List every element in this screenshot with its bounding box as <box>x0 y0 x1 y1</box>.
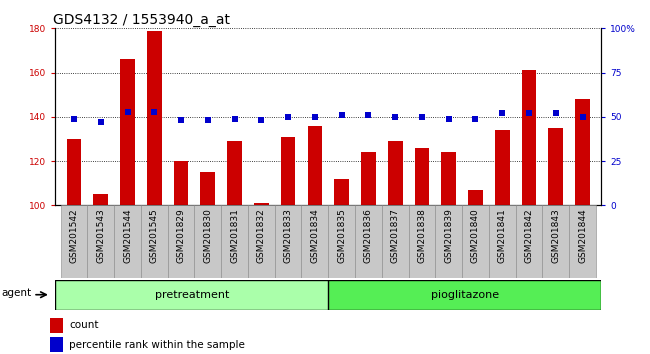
Point <box>69 116 79 121</box>
Text: GSM201844: GSM201844 <box>578 208 587 263</box>
Text: GSM201837: GSM201837 <box>391 208 400 263</box>
Point <box>363 112 374 118</box>
Bar <box>361 152 376 205</box>
Bar <box>515 205 542 278</box>
Text: GSM201543: GSM201543 <box>96 208 105 263</box>
Text: GSM201545: GSM201545 <box>150 208 159 263</box>
Point <box>470 116 480 121</box>
Text: agent: agent <box>1 288 31 298</box>
Bar <box>87 205 114 278</box>
Point <box>497 110 508 116</box>
Bar <box>495 130 510 205</box>
Text: GSM201830: GSM201830 <box>203 208 213 263</box>
Bar <box>549 128 563 205</box>
Point <box>443 116 454 121</box>
Bar <box>168 205 194 278</box>
Bar <box>147 30 162 205</box>
Bar <box>194 205 221 278</box>
Bar <box>468 190 483 205</box>
Bar <box>221 205 248 278</box>
Text: GSM201836: GSM201836 <box>364 208 373 263</box>
Bar <box>200 172 215 205</box>
Text: GSM201829: GSM201829 <box>177 208 185 263</box>
Bar <box>382 205 409 278</box>
Point <box>551 110 561 116</box>
Bar <box>120 59 135 205</box>
Text: GSM201838: GSM201838 <box>417 208 426 263</box>
Bar <box>462 205 489 278</box>
Bar <box>388 141 402 205</box>
Bar <box>174 161 188 205</box>
Bar <box>227 141 242 205</box>
Bar <box>575 99 590 205</box>
Bar <box>275 205 302 278</box>
Bar <box>281 137 296 205</box>
Point <box>337 112 347 118</box>
Point <box>309 114 320 120</box>
Text: pioglitazone: pioglitazone <box>431 290 499 300</box>
Bar <box>522 70 536 205</box>
Bar <box>254 203 268 205</box>
Bar <box>355 205 382 278</box>
Text: GSM201542: GSM201542 <box>70 208 79 263</box>
Text: GSM201833: GSM201833 <box>283 208 292 263</box>
Bar <box>50 318 63 333</box>
Bar <box>302 205 328 278</box>
Bar <box>94 194 108 205</box>
Text: GSM201843: GSM201843 <box>551 208 560 263</box>
Bar <box>489 205 515 278</box>
Point <box>417 114 427 120</box>
Text: GDS4132 / 1553940_a_at: GDS4132 / 1553940_a_at <box>53 13 229 27</box>
Bar <box>328 205 355 278</box>
Bar <box>55 280 328 310</box>
Text: GSM201834: GSM201834 <box>310 208 319 263</box>
Point <box>122 109 133 114</box>
Point <box>577 114 588 120</box>
Text: percentile rank within the sample: percentile rank within the sample <box>69 339 245 350</box>
Bar <box>436 205 462 278</box>
Bar <box>409 205 436 278</box>
Bar <box>542 205 569 278</box>
Text: GSM201841: GSM201841 <box>498 208 507 263</box>
Point <box>203 118 213 123</box>
Point <box>149 109 159 114</box>
Point <box>524 110 534 116</box>
Text: GSM201842: GSM201842 <box>525 208 534 263</box>
Point <box>96 119 106 125</box>
Bar <box>328 280 601 310</box>
Point <box>256 118 266 123</box>
Text: GSM201831: GSM201831 <box>230 208 239 263</box>
Bar <box>67 139 81 205</box>
Text: GSM201544: GSM201544 <box>123 208 132 263</box>
Point <box>176 118 187 123</box>
Text: GSM201840: GSM201840 <box>471 208 480 263</box>
Text: pretreatment: pretreatment <box>155 290 229 300</box>
Bar <box>569 205 596 278</box>
Point <box>390 114 400 120</box>
Bar <box>141 205 168 278</box>
Bar <box>415 148 429 205</box>
Point <box>283 114 293 120</box>
Point <box>229 116 240 121</box>
Bar <box>441 152 456 205</box>
Text: GSM201832: GSM201832 <box>257 208 266 263</box>
Text: count: count <box>69 320 99 330</box>
Bar <box>248 205 275 278</box>
Bar <box>50 337 63 352</box>
Bar <box>307 126 322 205</box>
Bar <box>60 205 87 278</box>
Bar <box>334 179 349 205</box>
Bar <box>114 205 141 278</box>
Text: GSM201839: GSM201839 <box>444 208 453 263</box>
Text: GSM201835: GSM201835 <box>337 208 346 263</box>
